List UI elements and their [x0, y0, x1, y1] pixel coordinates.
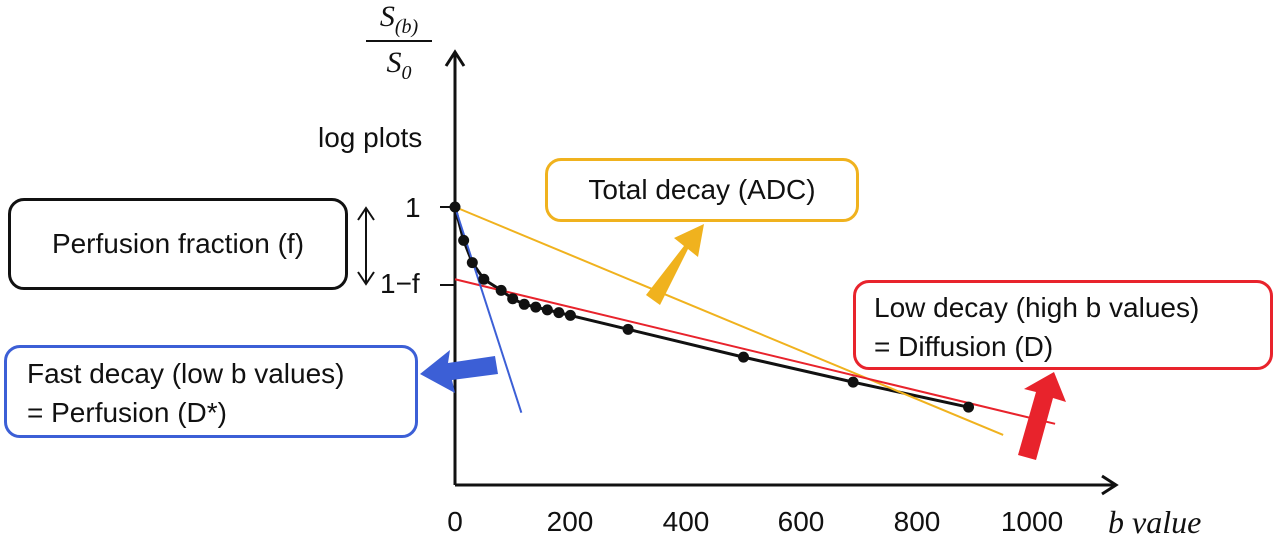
y-axis-title-numerator: S	[379, 0, 395, 33]
data-point-11	[622, 323, 634, 335]
low-decay-arrow	[1018, 372, 1066, 460]
total-decay-line	[454, 206, 1004, 436]
perfusion-fraction-arrow-top	[357, 206, 375, 221]
low-decay-line	[454, 278, 1056, 425]
series-points	[449, 201, 975, 413]
total-decay-box: Total decay (ADC)	[545, 158, 859, 222]
x-axis-arrow	[1101, 474, 1119, 496]
data-point-6	[518, 298, 530, 310]
data-point-4	[495, 284, 507, 296]
x-axis-title: b value	[1108, 504, 1202, 540]
data-point-2	[466, 257, 478, 269]
y-axis-title-denominator-sub: 0	[401, 62, 412, 84]
data-point-3	[478, 273, 490, 285]
data-point-14	[963, 401, 975, 413]
total-decay-arrow	[646, 224, 704, 305]
x-tick-label-400: 400	[662, 506, 710, 537]
data-point-5	[507, 293, 519, 305]
data-point-7	[530, 301, 542, 313]
total-decay-label: Total decay (ADC)	[588, 173, 816, 205]
y-axis-arrow	[444, 49, 466, 67]
x-tick-label-1000: 1000	[1000, 506, 1064, 537]
fast-decay-box: Fast decay (low b values) = Perfusion (D…	[4, 345, 418, 438]
x-tick-label-800: 800	[893, 506, 941, 537]
low-decay-box: Low decay (high b values) = Diffusion (D…	[853, 280, 1273, 370]
fraction-bar	[366, 40, 432, 42]
axes	[440, 49, 1119, 496]
perfusion-fraction-arrow-bottom	[357, 271, 375, 286]
low-decay-label-line1: Low decay (high b values)	[874, 292, 1200, 323]
fast-decay-label-line2: = Perfusion (D*)	[27, 396, 227, 428]
data-point-1	[458, 234, 470, 246]
x-tick-label-0: 0	[447, 506, 463, 537]
perfusion-fraction-box: Perfusion fraction (f)	[8, 198, 348, 290]
data-point-10	[564, 309, 576, 321]
data-point-8	[541, 304, 553, 316]
x-tick-label-200: 200	[546, 506, 594, 537]
y-tick-label-1: 1	[405, 192, 421, 223]
annotation-arrows	[357, 206, 1066, 460]
data-point-9	[553, 307, 565, 319]
x-tick-label-600: 600	[777, 506, 825, 537]
data-point-13	[847, 376, 859, 388]
data-point-0	[449, 201, 461, 213]
data-point-12	[738, 351, 749, 363]
perfusion-fraction-label: Perfusion fraction (f)	[51, 227, 305, 259]
y-tick-label-1-minus-f: 1−f	[380, 268, 420, 299]
y-axis-title: S(b) S0	[366, 0, 432, 85]
y-axis-title-numerator-sub: (b)	[394, 16, 419, 38]
fast-decay-arrow	[420, 350, 498, 393]
y-axis-title-denominator: S	[386, 46, 402, 79]
low-decay-label-line2: = Diffusion (D)	[874, 330, 1054, 362]
y-axis-scale-label: log plots	[318, 122, 423, 153]
fast-decay-label-line1: Fast decay (low b values)	[27, 358, 345, 389]
